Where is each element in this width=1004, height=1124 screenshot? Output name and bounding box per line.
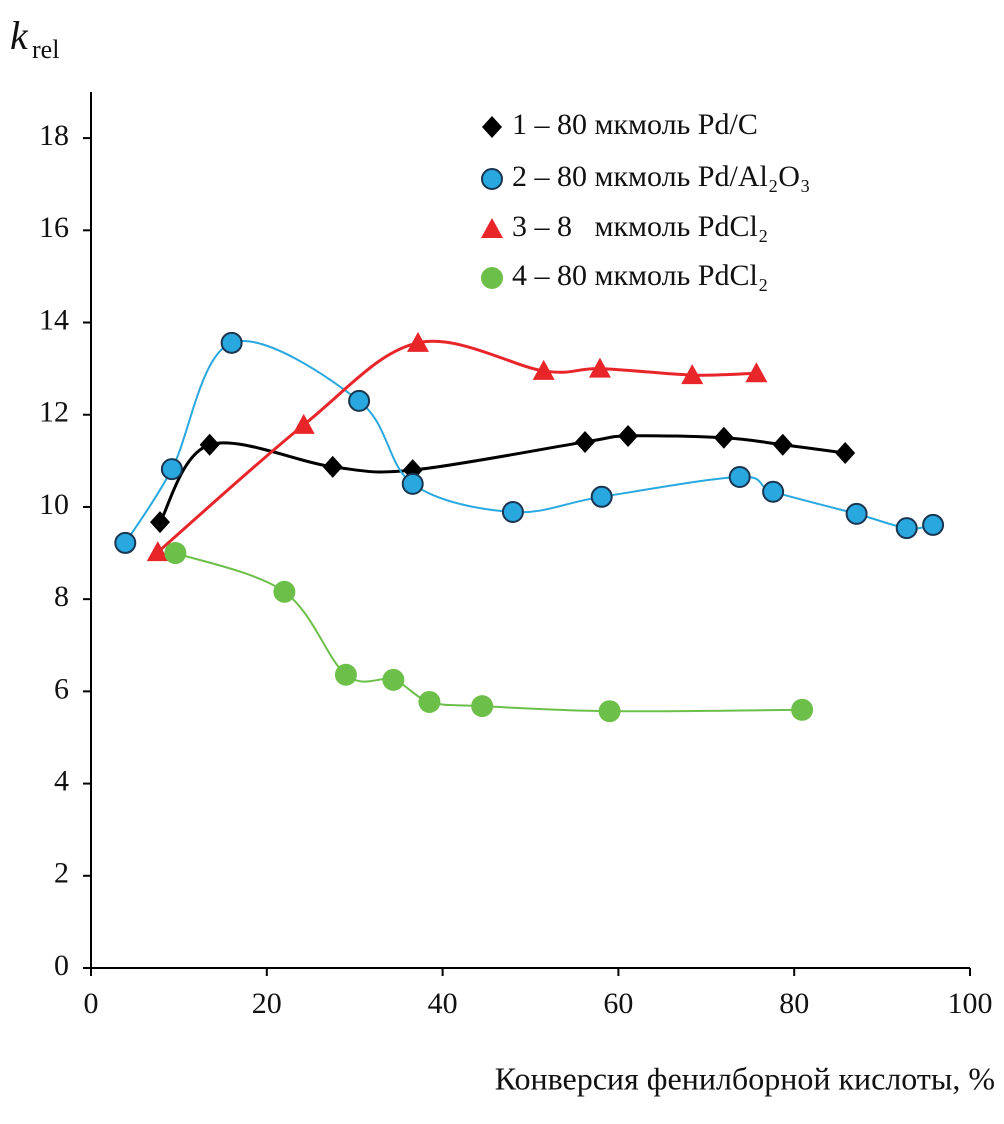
y-tick-label: 4 [54,764,69,797]
marker [114,531,137,554]
marker [745,362,768,383]
marker [762,480,785,503]
marker [146,541,169,562]
x-axis-label: Конверсия фенилборной кислоты, % [495,1060,995,1096]
marker [199,433,220,456]
marker [728,465,751,488]
y-tick-label: 14 [39,303,69,336]
marker [532,359,555,380]
y-tick-label: 16 [39,211,69,244]
trend-line [124,340,934,544]
y-tick-label: 8 [54,580,69,613]
marker [322,455,343,478]
x-tick-label: 60 [603,987,633,1020]
marker [273,580,296,603]
legend-label: 4 – 80 мкмоль PdCl₂ [512,259,768,292]
marker [471,695,494,718]
marker [895,517,918,540]
marker [681,364,704,385]
marker [845,502,868,525]
legend-label: 2 – 80 мкмоль Pd/Al₂O₃ [512,160,810,193]
trend-line [175,552,803,713]
x-tick-label: 100 [948,987,993,1020]
marker [835,442,856,465]
marker [292,413,315,434]
marker [220,331,243,354]
marker [150,511,171,534]
marker [598,700,621,723]
marker [590,485,613,508]
legend-marker [481,267,503,289]
y-axis-label: k [10,13,29,58]
x-tick-label: 40 [428,987,458,1020]
marker [501,501,524,524]
y-axis-label-sub: rel [32,35,59,64]
x-tick-label: 80 [779,987,809,1020]
marker [791,698,814,721]
legend-marker [481,168,503,190]
y-tick-label: 2 [54,857,69,890]
marker [418,690,441,713]
marker [160,458,183,481]
marker [406,331,429,352]
marker [574,430,595,453]
y-tick-label: 18 [39,119,69,152]
legend-marker [481,218,503,238]
marker [618,424,639,447]
marker [382,668,405,691]
marker [334,663,357,686]
legend-label: 3 – 8 мкмоль PdCl₂ [512,210,768,243]
marker [922,513,945,536]
trend-line [156,339,757,554]
marker [164,542,187,565]
marker [772,433,793,456]
marker [713,426,734,449]
marker [348,389,371,412]
marker [588,357,611,378]
marker [401,472,424,495]
y-tick-label: 6 [54,672,69,705]
y-tick-label: 12 [39,396,69,429]
x-tick-label: 0 [84,987,99,1020]
x-tick-label: 20 [252,987,282,1020]
legend-label: 1 – 80 мкмоль Pd/C [512,108,758,141]
legend-marker [482,116,502,138]
y-tick-label: 10 [39,488,69,521]
y-tick-label: 0 [54,949,69,982]
trend-line [158,434,846,523]
